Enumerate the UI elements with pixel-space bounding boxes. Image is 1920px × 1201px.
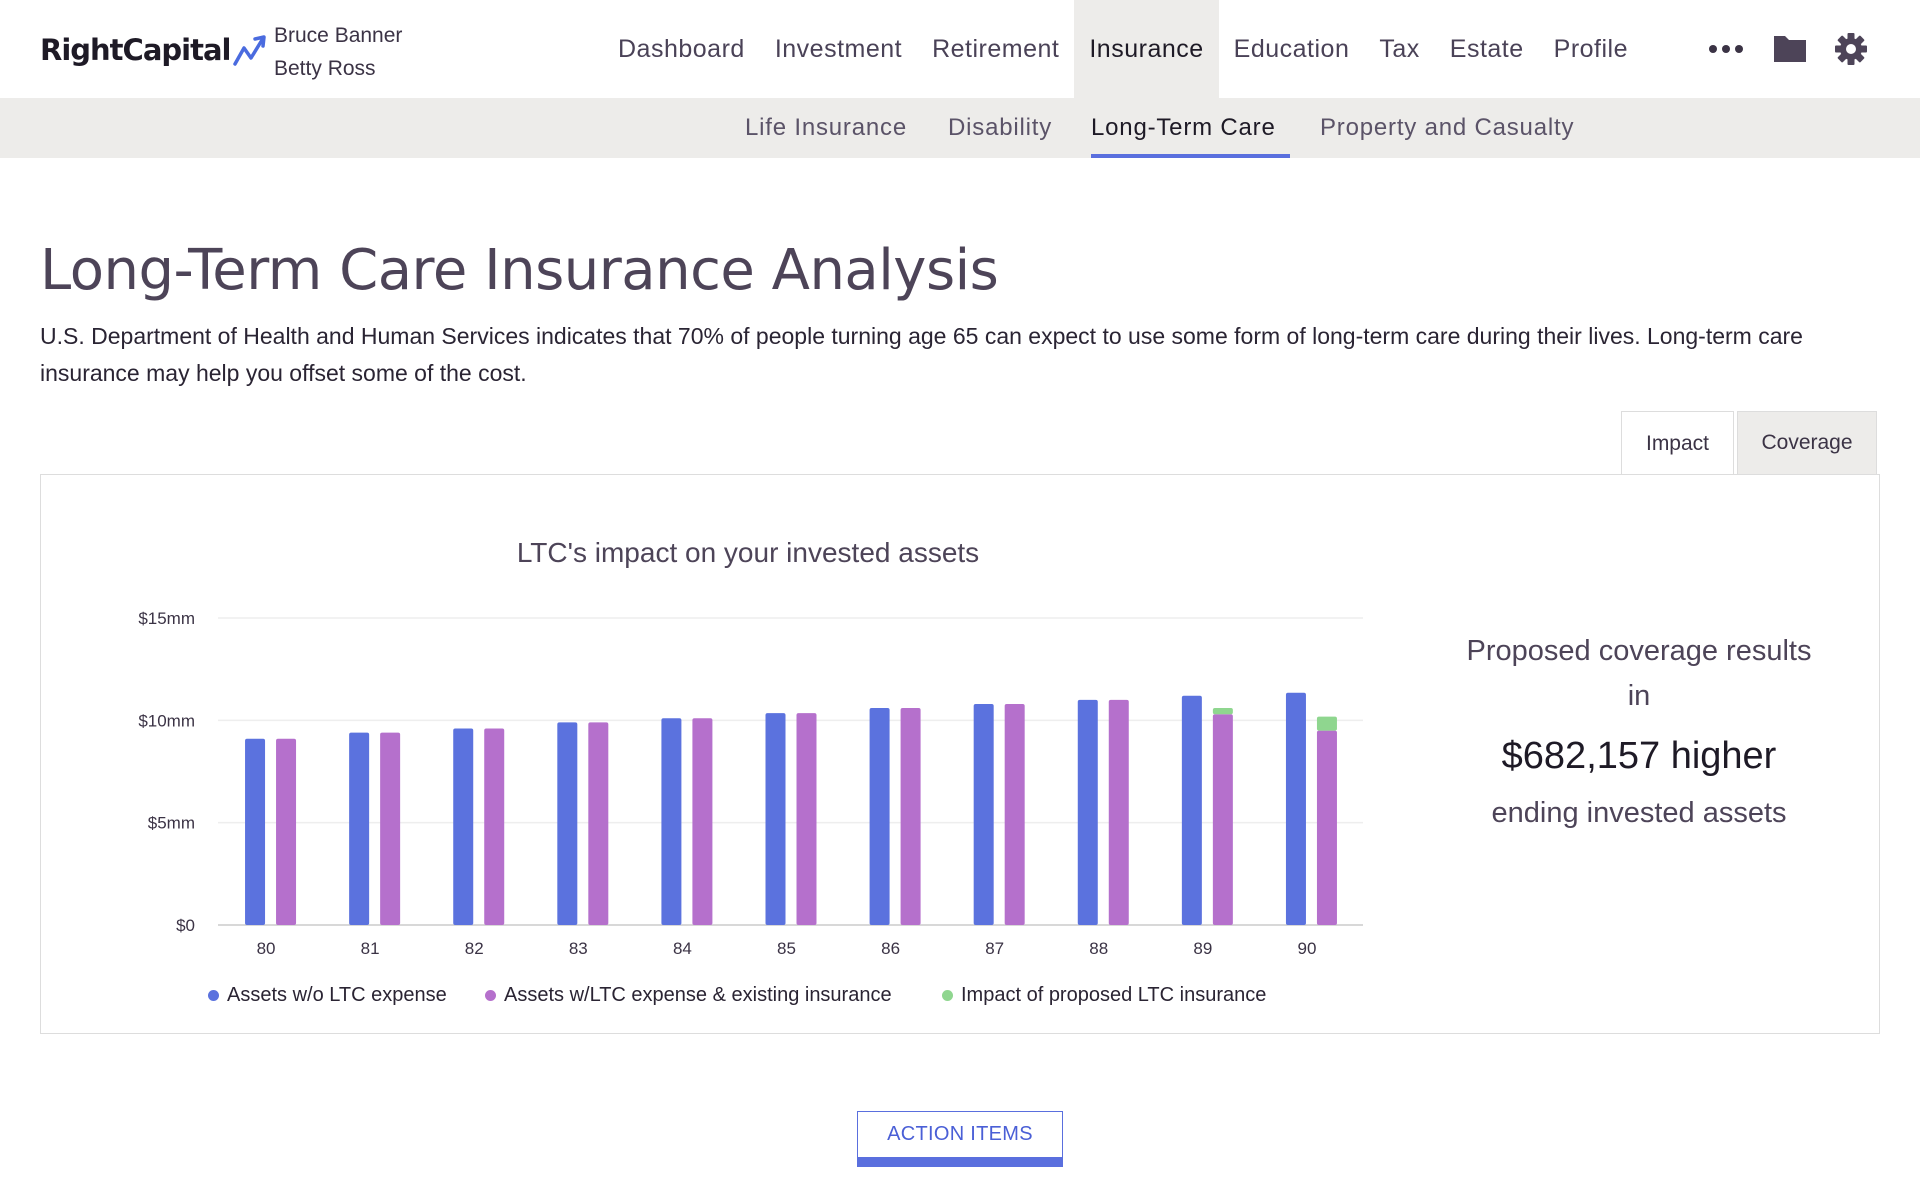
- x-tick-label: 82: [465, 939, 484, 958]
- legend-item-without-ltc[interactable]: Assets w/o LTC expense: [208, 984, 447, 1007]
- nav-dashboard[interactable]: Dashboard: [618, 34, 745, 63]
- x-tick-label: 89: [1193, 939, 1212, 958]
- bar-without-ltc: [661, 718, 682, 925]
- bar-without-ltc: [453, 728, 474, 925]
- action-items-button[interactable]: ACTION ITEMS: [857, 1111, 1063, 1167]
- folder-icon[interactable]: [1772, 30, 1808, 66]
- bar-with-ltc: [276, 738, 297, 925]
- nav-estate[interactable]: Estate: [1449, 34, 1524, 63]
- bar-impact-proposed-ltc: [1212, 708, 1233, 715]
- chart-title: LTC's impact on your invested assets: [517, 537, 979, 568]
- bar-without-ltc: [869, 708, 890, 925]
- y-tick-label: $15mm: [138, 609, 195, 628]
- bar-with-ltc: [692, 718, 713, 925]
- nav-retirement[interactable]: Retirement: [932, 34, 1060, 63]
- x-tick-label: 86: [881, 939, 900, 958]
- nav-insurance[interactable]: Insurance: [1074, 0, 1219, 98]
- bar-with-ltc: [900, 708, 921, 925]
- legend-dot-without-ltc: [208, 990, 219, 1001]
- top-navigation-bar: RightCapital Bruce Banner Betty Ross Das…: [0, 0, 1920, 98]
- result-amount: $682,157 higher: [1501, 735, 1777, 777]
- bar-impact-proposed-ltc: [1316, 716, 1337, 731]
- client-name-primary: Bruce Banner: [274, 24, 403, 47]
- legend-dot-impact: [942, 990, 953, 1001]
- tab-coverage[interactable]: Coverage: [1737, 411, 1877, 474]
- y-tick-label: $10mm: [138, 711, 195, 730]
- bar-without-ltc: [1181, 695, 1202, 925]
- bar-without-ltc: [349, 732, 370, 925]
- bar-with-ltc: [1004, 703, 1025, 925]
- bar-without-ltc: [557, 722, 578, 925]
- page-description: U.S. Department of Health and Human Serv…: [40, 323, 1803, 386]
- tab-impact[interactable]: Impact: [1621, 411, 1734, 475]
- x-tick-label: 88: [1089, 939, 1108, 958]
- legend-label-with-ltc: Assets w/LTC expense & existing insuranc…: [504, 984, 892, 1006]
- y-tick-label: $5mm: [148, 814, 195, 833]
- bar-with-ltc: [1108, 699, 1129, 925]
- bar-with-ltc: [796, 713, 817, 925]
- x-tick-label: 83: [569, 939, 588, 958]
- page-title: Long-Term Care Insurance Analysis: [40, 238, 999, 303]
- result-line-3: ending invested assets: [1491, 797, 1787, 829]
- legend-item-with-ltc[interactable]: Assets w/LTC expense & existing insuranc…: [485, 984, 892, 1007]
- client-name-secondary: Betty Ross: [274, 57, 376, 80]
- bar-without-ltc: [765, 713, 786, 925]
- bar-with-ltc: [1212, 714, 1233, 925]
- x-tick-label: 90: [1297, 939, 1316, 958]
- legend-dot-with-ltc: [485, 990, 496, 1001]
- logo-text: RightCapital: [40, 33, 231, 67]
- x-tick-label: 84: [673, 939, 692, 958]
- nav-tax[interactable]: Tax: [1379, 34, 1420, 63]
- main-content: Long-Term Care Insurance Analysis U.S. D…: [0, 158, 1920, 1201]
- legend-label-impact: Impact of proposed LTC insurance: [961, 984, 1267, 1006]
- subnav-long-term-care-label: Long-Term Care: [1091, 114, 1276, 141]
- coverage-result: Proposed coverage results in $682,157 hi…: [1411, 629, 1867, 830]
- nav-education[interactable]: Education: [1233, 34, 1350, 63]
- main-nav: Dashboard Investment Retirement Insuranc…: [603, 0, 1643, 98]
- y-tick-label: $0: [176, 916, 195, 935]
- x-tick-label: 85: [777, 939, 796, 958]
- more-icon[interactable]: [1706, 37, 1746, 61]
- nav-profile[interactable]: Profile: [1553, 34, 1629, 63]
- impact-panel: LTC's impact on your invested assets $0 $5…: [40, 474, 1880, 1034]
- rightcapital-logo[interactable]: RightCapital: [40, 30, 272, 70]
- nav-investment[interactable]: Investment: [774, 34, 903, 63]
- subnav-long-term-care[interactable]: Long-Term Care: [1091, 98, 1290, 158]
- bar-with-ltc: [1316, 730, 1337, 925]
- logo-arrow-icon: [233, 35, 267, 66]
- ltc-impact-bar-chart: LTC's impact on your invested assets $0 $5…: [138, 537, 1363, 958]
- x-tick-label: 87: [985, 939, 1004, 958]
- bar-with-ltc: [484, 728, 505, 925]
- result-line-2: in: [1627, 680, 1651, 712]
- bar-without-ltc: [245, 738, 266, 925]
- bar-with-ltc: [588, 722, 609, 925]
- chart-legend: Assets w/o LTC expense Assets w/LTC expe…: [0, 984, 1920, 1014]
- subnav-life-insurance[interactable]: Life Insurance: [745, 114, 907, 141]
- legend-item-impact[interactable]: Impact of proposed LTC insurance: [942, 984, 1266, 1007]
- active-tab-underline: [1091, 154, 1290, 158]
- bar-without-ltc: [1285, 692, 1306, 925]
- legend-label-without-ltc: Assets w/o LTC expense: [227, 984, 447, 1006]
- bar-without-ltc: [1077, 699, 1098, 925]
- x-tick-label: 81: [361, 939, 380, 958]
- subnav-property-and-casualty[interactable]: Property and Casualty: [1320, 114, 1575, 141]
- subnav-disability[interactable]: Disability: [948, 114, 1053, 141]
- gear-icon[interactable]: [1834, 32, 1868, 66]
- client-names[interactable]: Bruce Banner Betty Ross: [274, 19, 402, 85]
- bar-with-ltc: [380, 732, 401, 925]
- x-tick-label: 80: [257, 939, 276, 958]
- result-line-1: Proposed coverage results: [1466, 635, 1812, 667]
- sub-navigation-bar: Life Insurance Disability Long-Term Care…: [0, 98, 1920, 158]
- bar-without-ltc: [973, 703, 994, 925]
